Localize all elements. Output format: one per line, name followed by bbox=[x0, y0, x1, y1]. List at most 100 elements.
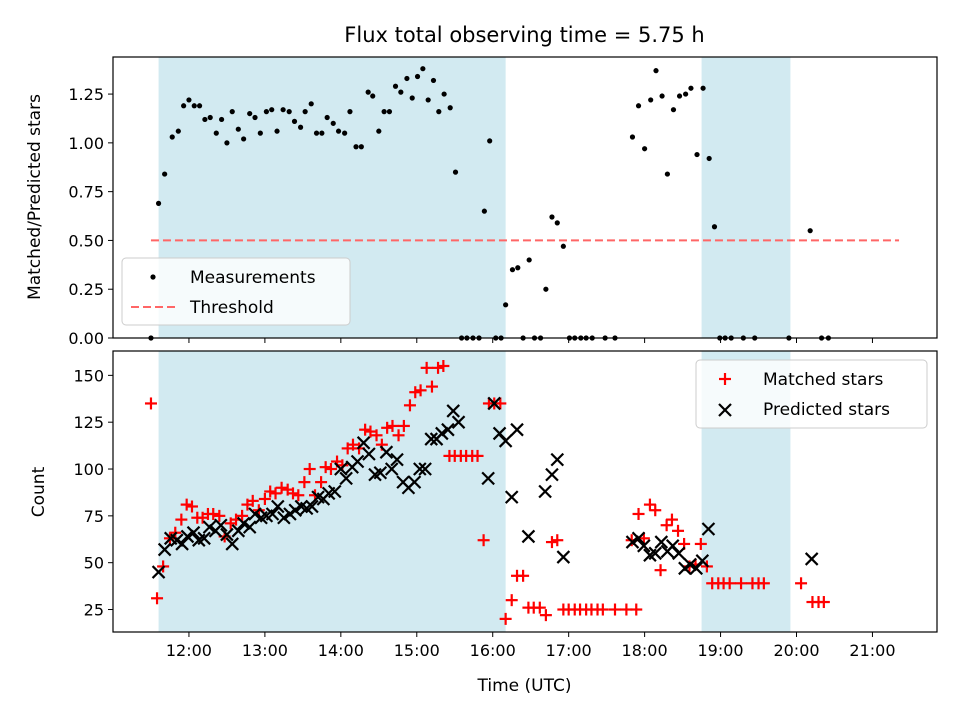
count-legend: Matched stars Predicted stars bbox=[695, 359, 928, 429]
matched-star-point bbox=[757, 577, 770, 590]
measurement-point bbox=[503, 302, 509, 308]
measurement-point bbox=[191, 103, 197, 109]
predicted-star-point bbox=[487, 396, 502, 411]
measurement-point bbox=[381, 109, 387, 115]
predicted-star-point bbox=[288, 503, 303, 518]
matched-star-point bbox=[551, 534, 564, 547]
predicted-star-point bbox=[481, 471, 495, 486]
measurement-point bbox=[358, 144, 364, 150]
matched-star-point bbox=[346, 438, 359, 451]
measurement-point bbox=[376, 128, 382, 134]
matched-star-point bbox=[632, 507, 645, 520]
predicted-star-point bbox=[804, 552, 819, 566]
measurement-point bbox=[441, 91, 447, 97]
predicted-star-point bbox=[197, 531, 211, 546]
measurement-point bbox=[436, 109, 442, 115]
matched-legend-marker bbox=[719, 373, 731, 385]
measurement-point bbox=[370, 93, 376, 99]
predicted-star-point bbox=[631, 531, 646, 546]
matched-star-point bbox=[386, 419, 399, 432]
chart-title: Flux total observing time = 5.75 h bbox=[344, 23, 704, 47]
measurement-point bbox=[700, 85, 706, 91]
matched-star-point bbox=[303, 463, 316, 476]
predicted-star-point bbox=[556, 550, 571, 564]
ratio-axes-ticks: 0.00 0.25 0.50 0.75 1.00 1.25 bbox=[68, 85, 873, 348]
predicted-star-point bbox=[510, 422, 524, 437]
measurement-point bbox=[269, 107, 275, 113]
measurement-point bbox=[676, 93, 683, 99]
matched-star-point bbox=[275, 481, 288, 494]
matched-star-point bbox=[608, 603, 621, 616]
predicted-star-point bbox=[214, 518, 228, 532]
measurement-point bbox=[683, 91, 689, 97]
matched-star-point bbox=[364, 425, 377, 438]
measurements-legend-marker bbox=[150, 274, 156, 280]
measurement-point bbox=[247, 110, 253, 117]
matched-legend-label: Matched stars bbox=[763, 370, 883, 390]
matched-star-point bbox=[292, 489, 305, 502]
measurement-point bbox=[670, 107, 677, 113]
matched-star-point bbox=[298, 476, 311, 489]
predicted-star-point bbox=[175, 537, 189, 551]
matched-star-point bbox=[477, 534, 490, 547]
measurement-point bbox=[263, 109, 270, 115]
predicted-star-point bbox=[424, 432, 438, 446]
matched-star-point bbox=[630, 603, 643, 616]
predicted-star-point bbox=[350, 454, 365, 469]
count-plot-frame bbox=[112, 350, 938, 633]
matched-star-point bbox=[654, 564, 667, 577]
matched-star-point bbox=[795, 577, 808, 590]
matched-star-point bbox=[324, 463, 337, 476]
matched-star-point bbox=[180, 498, 193, 511]
matched-star-point bbox=[494, 397, 507, 410]
matched-star-point bbox=[144, 397, 157, 410]
measurement-point bbox=[365, 89, 371, 95]
matched-star-point bbox=[269, 487, 282, 500]
measurement-point bbox=[653, 68, 659, 74]
matched-star-point bbox=[817, 596, 830, 609]
x-tick-label: 21:00 bbox=[849, 641, 895, 660]
measurement-point bbox=[342, 130, 348, 136]
measurement-point bbox=[202, 116, 208, 123]
y-tick-label: 1.00 bbox=[68, 134, 104, 153]
measurements-legend-label: Measurements bbox=[190, 268, 316, 288]
matched-star-point bbox=[665, 513, 678, 526]
predicted-star-point bbox=[648, 546, 663, 561]
measurement-point bbox=[353, 144, 359, 150]
y-tick-label: 25 bbox=[84, 601, 104, 620]
measurement-point bbox=[543, 286, 549, 292]
predicted-star-point bbox=[242, 520, 257, 534]
measurement-point bbox=[807, 228, 813, 234]
predicted-star-point bbox=[334, 462, 348, 476]
x-axis-label: Time (UTC) bbox=[477, 676, 572, 696]
x-tick-label: 20:00 bbox=[773, 641, 819, 660]
matched-star-point bbox=[735, 577, 748, 590]
measurement-point bbox=[554, 220, 560, 226]
ratio-plot-frame bbox=[112, 56, 938, 339]
predicted-star-point bbox=[672, 546, 686, 561]
matched-star-point bbox=[596, 603, 609, 616]
matched-star-point bbox=[236, 509, 249, 522]
matched-star-point bbox=[499, 612, 512, 625]
measurement-point bbox=[509, 267, 516, 273]
measurement-point bbox=[392, 83, 399, 89]
predicted-star-point bbox=[413, 462, 427, 476]
measurement-point bbox=[706, 155, 712, 162]
predicted-star-point bbox=[231, 524, 246, 538]
predicted-star-point bbox=[373, 465, 388, 480]
predicted-legend-label: Predicted stars bbox=[763, 400, 890, 420]
matched-star-point bbox=[533, 601, 546, 614]
measurement-point bbox=[481, 208, 487, 214]
ratio-y-axis-label: Matched/Predicted stars bbox=[25, 94, 45, 300]
measurement-point bbox=[313, 130, 320, 136]
matched-star-point bbox=[246, 494, 259, 507]
measurement-point bbox=[213, 130, 219, 136]
y-tick-label: 0.00 bbox=[68, 329, 104, 348]
x-tick-label: 17:00 bbox=[546, 641, 592, 660]
y-tick-label: 0.25 bbox=[68, 280, 104, 299]
measurement-point bbox=[409, 95, 415, 101]
measurement-point bbox=[252, 114, 258, 121]
predicted-star-point bbox=[248, 507, 262, 521]
measurement-point bbox=[664, 171, 670, 177]
